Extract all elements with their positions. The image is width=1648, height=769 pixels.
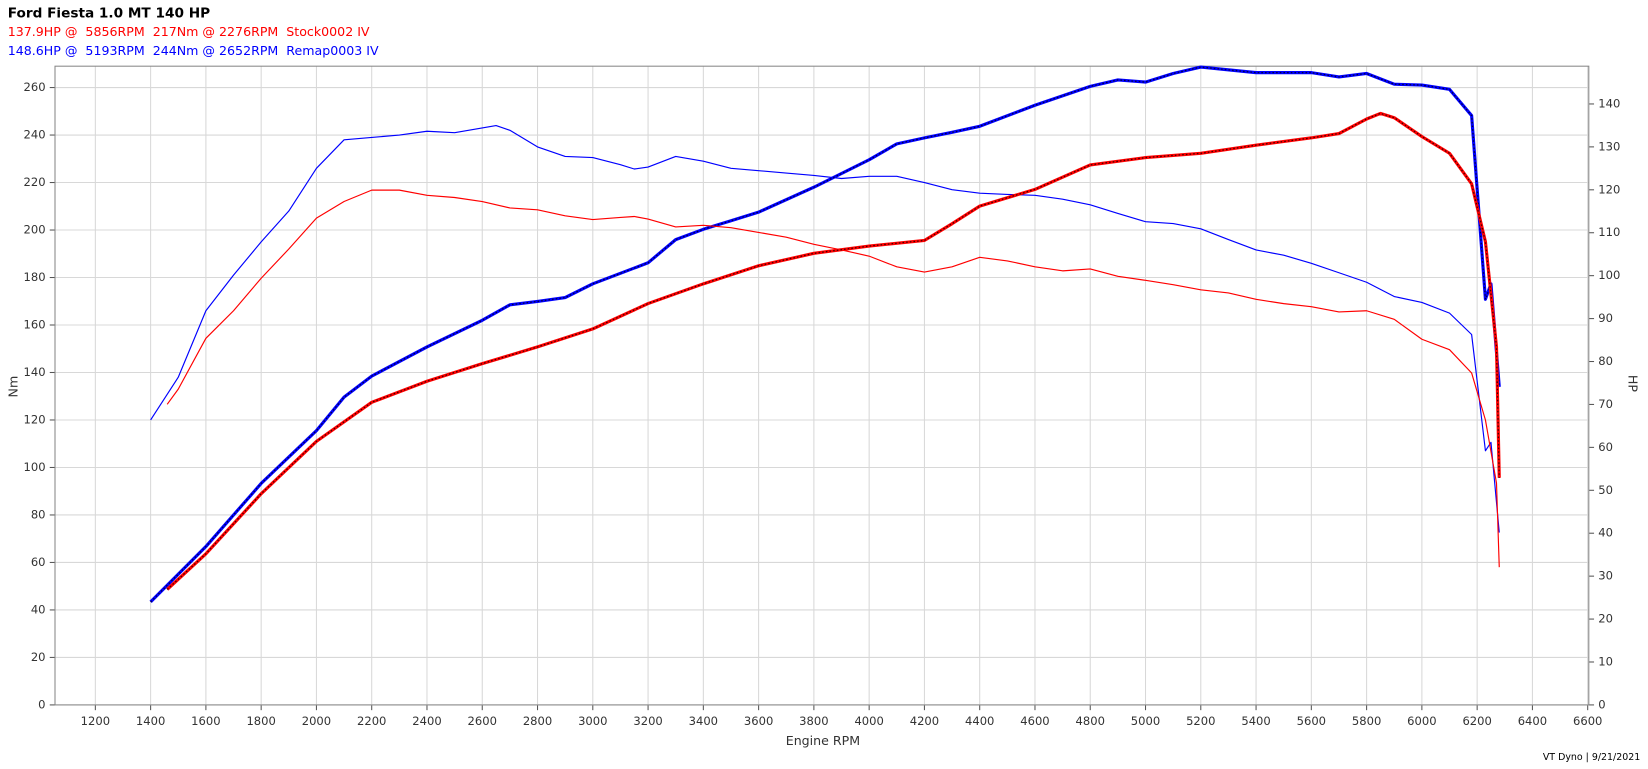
x-tick-label: 5400 bbox=[1241, 714, 1270, 728]
x-tick-label: 1400 bbox=[136, 714, 165, 728]
y-tick-label: 260 bbox=[23, 80, 45, 94]
power-curve-dots bbox=[166, 112, 1500, 590]
x-tick-label: 2800 bbox=[523, 714, 552, 728]
x-axis-label: Engine RPM bbox=[786, 733, 860, 748]
x-tick-label: 6000 bbox=[1407, 714, 1436, 728]
x-tick-label: 4800 bbox=[1076, 714, 1105, 728]
y-tick-label: 140 bbox=[23, 365, 45, 379]
power-curve bbox=[149, 65, 1501, 604]
chart-title: Ford Fiesta 1.0 MT 140 HP bbox=[8, 6, 210, 22]
x-tick-label: 3000 bbox=[578, 714, 607, 728]
x-tick-label: 5000 bbox=[1131, 714, 1160, 728]
y-tick-label: 220 bbox=[23, 175, 45, 189]
y2-tick-label: 60 bbox=[1598, 440, 1613, 454]
x-tick-label: 1800 bbox=[246, 714, 275, 728]
y2-tick-label: 130 bbox=[1598, 139, 1620, 153]
y2-tick-label: 80 bbox=[1598, 354, 1613, 368]
y2-tick-label: 90 bbox=[1598, 311, 1613, 325]
y-tick-label: 40 bbox=[31, 602, 46, 616]
y2-tick-label: 110 bbox=[1598, 225, 1620, 239]
y-tick-label: 60 bbox=[31, 555, 46, 569]
x-tick-label: 5800 bbox=[1352, 714, 1381, 728]
y2-tick-label: 50 bbox=[1598, 483, 1613, 497]
x-tick-label: 5200 bbox=[1186, 714, 1215, 728]
subtitle: 148.6HP @ 5193RPM 244Nm @ 2652RPM Remap0… bbox=[8, 43, 379, 58]
y2-tick-label: 100 bbox=[1598, 268, 1620, 282]
x-tick-label: 6600 bbox=[1573, 714, 1602, 728]
y2-tick-label: 0 bbox=[1598, 697, 1605, 711]
torque-curve bbox=[150, 124, 1500, 533]
x-tick-label: 4000 bbox=[854, 714, 883, 728]
x-tick-label: 1600 bbox=[191, 714, 220, 728]
power-curve bbox=[166, 111, 1501, 591]
x-tick-label: 2200 bbox=[357, 714, 386, 728]
x-tick-label: 3800 bbox=[799, 714, 828, 728]
x-tick-label: 3600 bbox=[744, 714, 773, 728]
y-tick-label: 160 bbox=[23, 318, 45, 332]
x-tick-label: 2400 bbox=[412, 714, 441, 728]
y2-tick-label: 30 bbox=[1598, 569, 1613, 583]
y2-tick-label: 140 bbox=[1598, 96, 1620, 110]
y-tick-label: 20 bbox=[31, 650, 46, 664]
x-tick-label: 4200 bbox=[910, 714, 939, 728]
y-tick-label: 240 bbox=[23, 128, 45, 142]
x-tick-label: 6200 bbox=[1462, 714, 1491, 728]
x-tick-label: 5600 bbox=[1297, 714, 1326, 728]
y-tick-label: 0 bbox=[38, 697, 45, 711]
x-tick-label: 2600 bbox=[468, 714, 497, 728]
y2-axis-label: HP bbox=[1625, 375, 1640, 392]
y2-tick-label: 20 bbox=[1598, 612, 1613, 626]
y2-tick-label: 120 bbox=[1598, 182, 1620, 196]
x-tick-label: 4600 bbox=[1020, 714, 1049, 728]
x-tick-label: 1200 bbox=[81, 714, 110, 728]
y2-tick-label: 40 bbox=[1598, 526, 1613, 540]
x-tick-label: 3200 bbox=[633, 714, 662, 728]
x-tick-label: 3400 bbox=[689, 714, 718, 728]
y-tick-label: 120 bbox=[23, 412, 45, 426]
y-tick-label: 100 bbox=[23, 460, 45, 474]
power-curve-dots bbox=[150, 66, 1500, 603]
x-tick-label: 6400 bbox=[1518, 714, 1547, 728]
y2-tick-label: 70 bbox=[1598, 397, 1613, 411]
subtitle: 137.9HP @ 5856RPM 217Nm @ 2276RPM Stock0… bbox=[8, 24, 370, 39]
y-tick-label: 200 bbox=[23, 223, 45, 237]
y-tick-label: 80 bbox=[31, 507, 46, 521]
x-tick-label: 2000 bbox=[302, 714, 331, 728]
x-tick-label: 4400 bbox=[965, 714, 994, 728]
y-axis-label: Nm bbox=[6, 376, 21, 398]
y-tick-label: 180 bbox=[23, 270, 45, 284]
y2-tick-label: 10 bbox=[1598, 654, 1613, 668]
plot-frame bbox=[54, 65, 1590, 706]
footer: VT Dyno | 9/21/2021 bbox=[1543, 752, 1640, 763]
